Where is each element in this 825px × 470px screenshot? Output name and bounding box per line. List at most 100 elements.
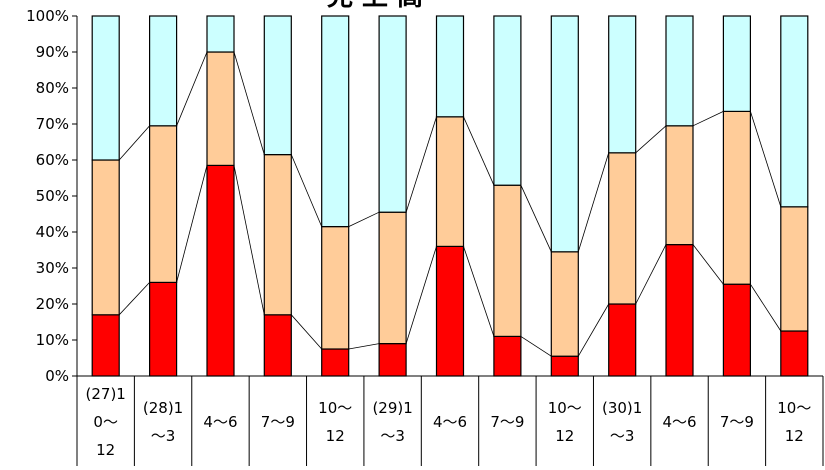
y-axis: 0% 10% 20% 30% 40% 50% 60% 70% 80% 90% 100% [26,7,78,385]
x-category-label-line: ～3 [380,427,405,445]
bar-segment [665,125,694,246]
series-connector [750,283,782,332]
x-category-label-line: 12 [555,427,574,445]
bar-segment [493,335,522,377]
series-connector [405,116,437,213]
bar-segment [493,15,522,186]
series-connector [233,165,265,315]
chart-title: 見 上 高 [327,0,423,12]
x-category-label-line: 12 [326,427,345,445]
bar-segment [263,15,292,156]
y-tick-label: 50% [36,187,69,205]
bar-segment [378,211,407,345]
bar-segment [149,15,178,127]
y-tick-label: 30% [36,259,69,277]
bar-segment [149,125,178,284]
x-category-label: 4～6 [203,413,237,431]
x-category-label: 10～ 12 [548,399,582,445]
bar-segment [608,15,637,154]
series-connector [348,343,380,350]
bars-group [91,15,809,377]
bar-segment [91,15,120,161]
y-tick-label: 60% [36,151,69,169]
x-category-label-line: 0～ [93,413,118,431]
x-category-label: 10～ 12 [318,399,352,445]
series-connector [291,314,322,350]
bar-segment [149,281,178,377]
x-category-label-line: 7～9 [490,413,524,431]
bar-segment [550,355,579,377]
series-connector [118,282,150,316]
bar-segment [608,303,637,377]
series-connector [118,125,150,161]
series-connector [176,165,208,283]
bar-segment [321,15,350,228]
x-category-label-line: 10～ [318,399,352,417]
x-category-label-line: 12 [96,441,115,459]
bar-segment [263,154,292,316]
x-category-label: 10～ 12 [777,399,811,445]
bar-segment [263,314,292,377]
series-connector [520,336,552,357]
bar-segment [722,110,752,285]
bar-segment [435,245,465,377]
x-category-label: 7～9 [720,413,754,431]
series-connector [635,125,667,154]
y-tick-label: 100% [26,7,69,25]
series-connector [577,152,610,252]
x-category-label: (29)1 ～3 [372,399,412,445]
x-category-label-line: 10～ [777,399,811,417]
bar-segment [435,116,465,248]
x-category-label-line: 4～6 [203,413,237,431]
x-category-label-line: (27)1 [86,385,126,403]
y-tick-label: 80% [36,79,69,97]
x-category-label: 7～9 [490,413,524,431]
x-category-label-line: 12 [785,427,804,445]
x-category-label-line: 4～6 [662,413,696,431]
series-connector [463,116,495,186]
bar-segment [378,343,407,377]
bar-segment [550,251,579,357]
x-axis: (27)1 0～ 12 (28)1 ～3 4～6 7～9 10～ 12 (29)1 ～3 4～6 7～9… [76,375,824,466]
bar-segment [378,15,407,213]
series-connector [290,154,323,227]
bar-segment [206,15,235,53]
y-tick-label: 90% [36,43,69,61]
x-category-label: (30)1 ～3 [602,399,642,445]
series-connector [692,111,724,127]
x-category-label-line: 7～9 [720,413,754,431]
y-tick-label: 40% [36,223,69,241]
series-connector-lines [118,51,782,357]
x-category-label: (27)1 0～ 12 [86,385,126,459]
series-connector [348,211,380,227]
bar-segment [780,206,809,332]
bar-segment [608,152,637,305]
bar-segment [91,159,120,316]
bar-segment [206,51,235,167]
series-connector [577,303,610,357]
x-category-label: 7～9 [261,413,295,431]
bar-segment [780,330,809,377]
x-category-label-line: (30)1 [602,399,642,417]
bar-segment [321,348,350,377]
bar-segment [91,314,120,377]
bar-segment [780,15,809,208]
x-category-label-line: ～3 [610,427,635,445]
series-connector [692,244,724,285]
y-tick-label: 20% [36,295,69,313]
bar-segment [665,244,694,377]
bar-segment [550,15,579,253]
x-category-label: 4～6 [662,413,696,431]
y-tick-label: 0% [45,367,69,385]
bar-segment [206,164,235,377]
x-category-label-line: 4～6 [433,413,467,431]
bar-segment [665,15,694,127]
y-tick-label: 10% [36,331,69,349]
y-tick-label: 70% [36,115,69,133]
x-category-label-line: ～3 [151,427,176,445]
bar-segment [435,15,465,118]
bar-segment [321,226,350,350]
series-connector [635,244,667,305]
x-category-label-line: 7～9 [261,413,295,431]
